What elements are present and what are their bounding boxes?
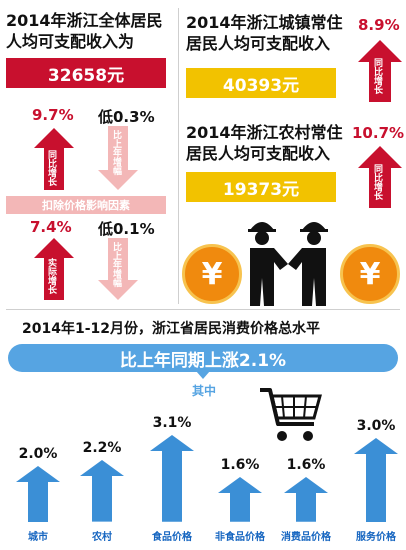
- chart-value-label: 1.6%: [220, 457, 260, 474]
- chart-category-label: 非食品价格: [215, 532, 265, 543]
- rural-growth-value: 10.7%: [352, 124, 405, 142]
- chart-value-label: 3.0%: [356, 418, 396, 434]
- real-growth-label: 实际增长: [46, 258, 56, 294]
- yuan-coin-icon: ¥: [182, 244, 242, 304]
- banner-pointer-icon: [196, 371, 210, 379]
- rural-growth-label: 同比增长: [372, 164, 382, 200]
- chart-value-label: 2.0%: [18, 446, 58, 462]
- chart-bar: [354, 438, 398, 522]
- up-arrow-icon: [34, 128, 74, 190]
- cpi-title: 2014年1-12月份，浙江省居民消费价格总水平: [22, 321, 320, 337]
- nominal-growth-label: 同比增长: [46, 150, 56, 186]
- chart-category-label: 农村: [92, 532, 112, 543]
- down-arrow-icon: [98, 126, 138, 190]
- section-divider: [178, 8, 179, 304]
- down-arrow-icon: [98, 238, 138, 300]
- deduction-banner: 扣除价格影响因素: [6, 196, 166, 214]
- up-arrow-icon: [358, 40, 402, 102]
- compared-growth-value: 低0.3%: [98, 108, 155, 126]
- real-compared-value: 低0.1%: [98, 220, 155, 238]
- among-label: 其中: [192, 384, 217, 398]
- chart-category-label: 消费品价格: [281, 532, 331, 543]
- urban-income-value: 40393元: [186, 68, 336, 98]
- section-divider: [6, 309, 400, 310]
- chart-category-label: 城市: [28, 532, 48, 543]
- total-income-title: 2014年浙江全体居民人均可支配收入为: [6, 11, 163, 51]
- chart-bar: [284, 477, 328, 522]
- up-arrow-icon: [34, 238, 74, 300]
- chart-bar: [16, 466, 60, 522]
- cpi-banner: 比上年同期上涨2.1%: [8, 344, 398, 372]
- yuan-coin-icon: ¥: [340, 244, 400, 304]
- real-growth-value: 7.4%: [30, 218, 72, 236]
- total-income-value: 32658元: [6, 58, 166, 88]
- nominal-growth-value: 9.7%: [32, 106, 74, 124]
- compared-growth-label: 比上年增幅: [111, 130, 121, 175]
- chart-category-label: 服务价格: [356, 532, 396, 543]
- chart-value-label: 1.6%: [286, 457, 326, 474]
- chart-value-label: 2.2%: [82, 440, 122, 457]
- chart-bar: [150, 435, 194, 522]
- chart-bar: [218, 477, 262, 522]
- up-arrow-icon: [358, 146, 402, 208]
- urban-growth-value: 8.9%: [358, 16, 400, 34]
- real-compared-label: 比上年增幅: [111, 242, 121, 287]
- rural-income-title: 2014年浙江农村常住居民人均可支配收入: [186, 123, 343, 163]
- chart-value-label: 3.1%: [152, 415, 192, 432]
- shopping-cart-icon: [260, 388, 322, 441]
- urban-income-title: 2014年浙江城镇常住居民人均可支配收入: [186, 13, 343, 53]
- urban-growth-label: 同比增长: [372, 58, 382, 94]
- chart-category-label: 食品价格: [152, 532, 192, 543]
- handshake-workers-icon: [248, 222, 328, 306]
- chart-bar: [80, 460, 124, 522]
- rural-income-value: 19373元: [186, 172, 336, 202]
